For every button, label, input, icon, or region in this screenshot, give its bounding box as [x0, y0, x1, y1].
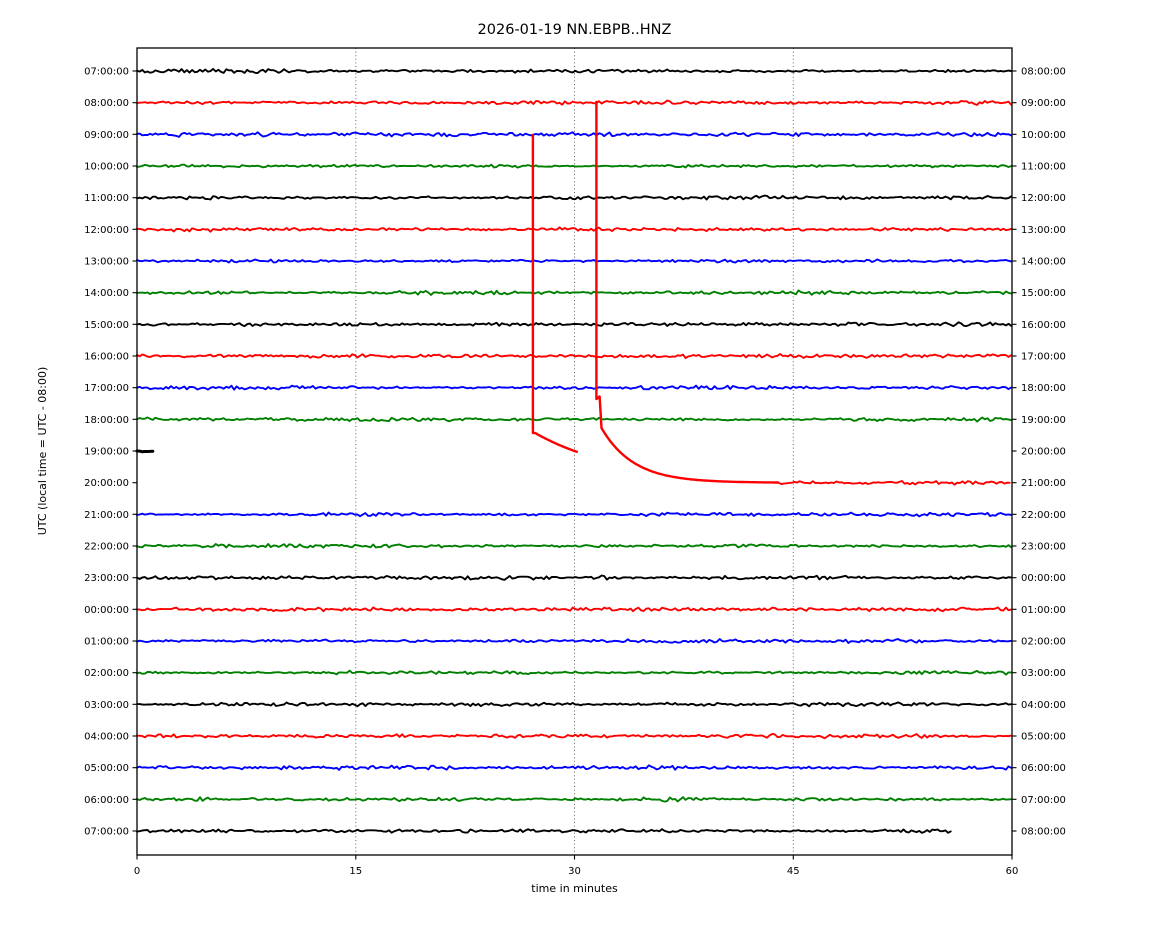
trace-row-08:00:00 [136, 99, 1013, 106]
trace-row-01:00:00 [136, 638, 1013, 644]
right-time-label: 21:00:00 [1021, 478, 1066, 489]
left-time-label: 03:00:00 [84, 700, 129, 711]
trace-row-18:00:00 [136, 416, 1013, 423]
right-time-labels: 08:00:00 09:00:00 10:00:00 11:00:00 12:00:00… [1021, 67, 1066, 838]
trace-rows [135, 67, 1013, 834]
left-time-label: 13:00:00 [84, 257, 129, 268]
right-time-label: 17:00:00 [1021, 352, 1066, 363]
trace-row-07:00:00 [136, 828, 952, 834]
left-time-label: 14:00:00 [84, 288, 129, 299]
right-time-label: 20:00:00 [1021, 447, 1066, 458]
left-time-label: 16:00:00 [84, 352, 129, 363]
right-time-label: 01:00:00 [1021, 605, 1066, 616]
left-time-label: 04:00:00 [84, 732, 129, 743]
right-time-label: 04:00:00 [1021, 700, 1066, 711]
left-time-label: 09:00:00 [84, 130, 129, 141]
plot-title: 2026-01-19 NN.EBPB..HNZ [478, 22, 672, 38]
trace-row-09:00:00 [136, 131, 1013, 138]
trace-row-05:00:00 [136, 764, 1013, 771]
trace-row-02:00:00 [136, 669, 1013, 676]
trace-row-03:00:00 [136, 701, 1013, 708]
right-time-label: 18:00:00 [1021, 383, 1066, 394]
left-time-label: 05:00:00 [84, 763, 129, 774]
trace-row-13:00:00 [136, 258, 1013, 264]
trace-row-06:00:00 [136, 796, 1013, 803]
x-tick-label: 45 [787, 866, 800, 877]
left-time-label: 00:00:00 [84, 605, 129, 616]
right-time-label: 09:00:00 [1021, 98, 1066, 109]
left-time-label: 01:00:00 [84, 637, 129, 648]
left-time-label: 12:00:00 [84, 225, 129, 236]
left-time-labels: 07:00:00 08:00:00 09:00:00 10:00:00 11:00:00… [84, 67, 129, 838]
y-axis-label: UTC (local time = UTC - 08:00) [36, 367, 49, 536]
right-time-label: 11:00:00 [1021, 162, 1066, 173]
trace-row-16:00:00 [136, 353, 1013, 360]
left-time-label: 17:00:00 [84, 383, 129, 394]
trace-row-22:00:00 [136, 543, 1013, 549]
left-time-label: 08:00:00 [84, 98, 129, 109]
trace-row-23:00:00 [136, 574, 1013, 581]
trace-row-14:00:00 [136, 289, 1013, 296]
right-time-label: 08:00:00 [1021, 827, 1066, 838]
right-time-label: 19:00:00 [1021, 415, 1066, 426]
axis-ticks [132, 70, 1017, 860]
right-time-label: 23:00:00 [1021, 542, 1066, 553]
left-time-label: 07:00:00 [84, 827, 129, 838]
left-time-label: 18:00:00 [84, 415, 129, 426]
left-time-label: 11:00:00 [84, 193, 129, 204]
x-axis-label: time in minutes [531, 882, 618, 895]
right-time-label: 22:00:00 [1021, 510, 1066, 521]
trace-row-07:00:00 [136, 67, 1013, 74]
right-time-label: 15:00:00 [1021, 288, 1066, 299]
right-time-label: 12:00:00 [1021, 193, 1066, 204]
data-restart-transient-1 [531, 133, 578, 453]
event-transients [531, 100, 780, 484]
trace-row-17:00:00 [136, 384, 1013, 391]
trace-row-00:00:00 [136, 606, 1013, 613]
trace-row-04:00:00 [136, 733, 1013, 740]
trace-row-19:00:00 [135, 449, 155, 454]
x-tick-label: 60 [1006, 866, 1019, 877]
x-tick-label: 0 [134, 866, 140, 877]
left-time-label: 23:00:00 [84, 573, 129, 584]
trace-row-21:00:00 [136, 511, 1013, 518]
right-time-label: 16:00:00 [1021, 320, 1066, 331]
right-time-label: 07:00:00 [1021, 795, 1066, 806]
trace-row-11:00:00 [136, 194, 1013, 201]
x-tick-label: 15 [349, 866, 362, 877]
right-time-label: 08:00:00 [1021, 67, 1066, 78]
left-time-label: 21:00:00 [84, 510, 129, 521]
right-time-label: 14:00:00 [1021, 257, 1066, 268]
left-time-label: 10:00:00 [84, 162, 129, 173]
left-time-label: 06:00:00 [84, 795, 129, 806]
right-time-label: 00:00:00 [1021, 573, 1066, 584]
right-time-label: 10:00:00 [1021, 130, 1066, 141]
data-restart-transient-2 [595, 100, 780, 484]
trace-row-15:00:00 [136, 321, 1013, 328]
right-time-label: 05:00:00 [1021, 732, 1066, 743]
right-time-label: 13:00:00 [1021, 225, 1066, 236]
trace-row-10:00:00 [136, 163, 1013, 169]
trace-row-12:00:00 [136, 226, 1013, 233]
right-time-label: 02:00:00 [1021, 637, 1066, 648]
trace-row-20:00:00 [777, 480, 1011, 486]
left-time-label: 15:00:00 [84, 320, 129, 331]
left-time-label: 20:00:00 [84, 478, 129, 489]
left-time-label: 02:00:00 [84, 668, 129, 679]
x-tick-label: 30 [568, 866, 581, 877]
left-time-label: 19:00:00 [84, 447, 129, 458]
left-time-label: 22:00:00 [84, 542, 129, 553]
x-tick-labels: 0 15 30 45 60 [134, 866, 1019, 877]
right-time-label: 06:00:00 [1021, 763, 1066, 774]
right-time-label: 03:00:00 [1021, 668, 1066, 679]
left-time-label: 07:00:00 [84, 67, 129, 78]
